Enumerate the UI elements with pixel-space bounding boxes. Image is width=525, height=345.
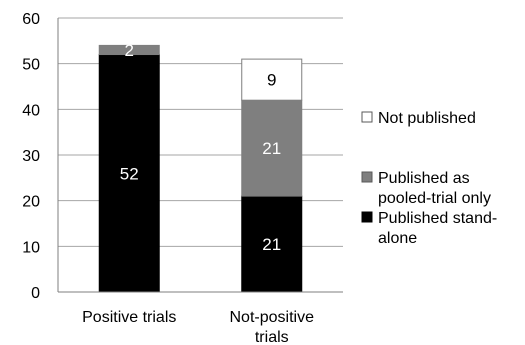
legend-swatch (361, 211, 373, 223)
legend-label: alone (378, 230, 417, 247)
y-tick-label: 10 (22, 239, 40, 256)
x-category-label: Not-positive (230, 309, 315, 326)
y-tick-label: 60 (22, 11, 40, 28)
y-tick-label: 40 (22, 102, 40, 119)
y-tick-label: 50 (22, 57, 40, 74)
y-tick-label: 20 (22, 194, 40, 211)
bar-segment (241, 58, 303, 101)
legend: Not published Published as pooled-trial on… (361, 110, 497, 247)
bar-segment (98, 44, 160, 56)
legend-swatch (361, 171, 373, 183)
legend-label: Published as (378, 170, 470, 187)
data-label: 21 (262, 139, 281, 158)
bar-segment (241, 195, 303, 293)
axes: 0 10 20 30 40 50 60 Positive trials Not-positive… (22, 11, 343, 345)
bars (98, 44, 303, 293)
legend-label: Published stand- (378, 210, 497, 227)
data-label: 21 (262, 235, 281, 254)
y-tick-label: 0 (31, 285, 40, 302)
legend-label: Not published (378, 110, 476, 127)
legend-label: pooled-trial only (378, 190, 491, 207)
data-label: 2 (125, 41, 134, 60)
x-category-label: Positive trials (82, 309, 176, 326)
legend-swatch (361, 111, 373, 123)
data-label: 9 (267, 71, 276, 90)
data-labels: 52 2 21 21 9 (120, 41, 281, 254)
data-label: 52 (120, 164, 139, 183)
x-category-label: trials (255, 329, 289, 345)
y-tick-label: 30 (22, 148, 40, 165)
